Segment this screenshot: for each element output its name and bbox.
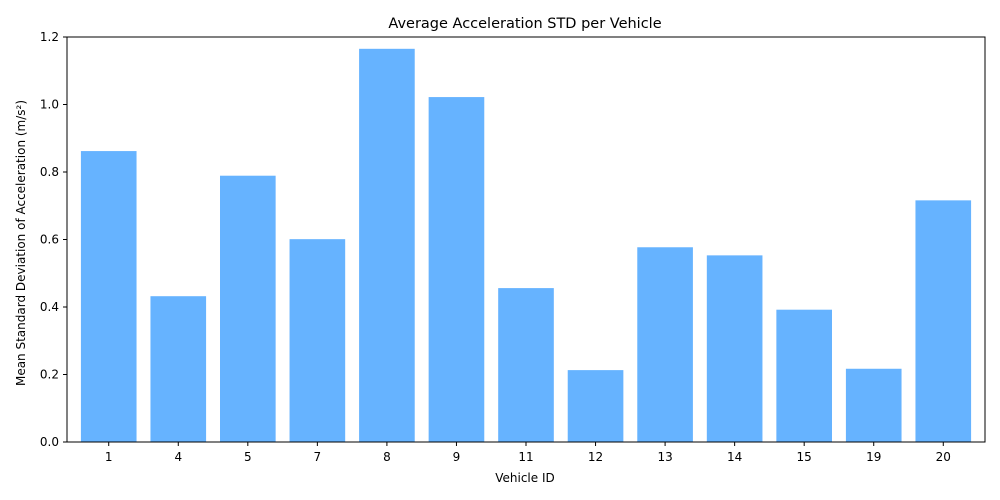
x-tick-label: 12 bbox=[588, 450, 603, 464]
bar-vehicle-5 bbox=[220, 175, 276, 442]
bar-vehicle-12 bbox=[567, 370, 624, 442]
x-tick-label: 8 bbox=[383, 450, 391, 464]
bar-vehicle-14 bbox=[706, 255, 763, 442]
y-tick-label: 0.4 bbox=[40, 300, 59, 314]
y-tick-label: 0.8 bbox=[40, 165, 59, 179]
chart-title: Average Acceleration STD per Vehicle bbox=[388, 16, 661, 32]
bar-vehicle-15 bbox=[776, 309, 832, 442]
x-tick-label: 1 bbox=[105, 450, 113, 464]
bar-vehicle-11 bbox=[498, 288, 554, 442]
bar-vehicle-19 bbox=[845, 368, 902, 442]
x-tick-label: 15 bbox=[797, 450, 812, 464]
y-axis-title: Mean Standard Deviation of Acceleration … bbox=[14, 100, 28, 386]
bars-group bbox=[80, 48, 972, 442]
x-tick-label: 13 bbox=[657, 450, 672, 464]
bar-vehicle-8 bbox=[359, 48, 415, 442]
bar-vehicle-9 bbox=[428, 97, 485, 442]
x-tick-label: 11 bbox=[518, 450, 533, 464]
bar-vehicle-20 bbox=[915, 200, 972, 442]
y-tick-label: 1.0 bbox=[40, 98, 59, 112]
bar-vehicle-7 bbox=[289, 239, 346, 442]
plot-frame bbox=[66, 36, 986, 443]
x-tick-label: 4 bbox=[174, 450, 182, 464]
x-tick-label: 20 bbox=[936, 450, 951, 464]
x-axis-ticks: 1 4 5 7 8 9 11 12 13 14 15 19 20 bbox=[105, 442, 951, 464]
bar-vehicle-1 bbox=[80, 151, 137, 442]
y-tick-label: 0.0 bbox=[40, 435, 59, 449]
bar-vehicle-4 bbox=[150, 296, 207, 442]
x-tick-label: 7 bbox=[314, 450, 322, 464]
bar-vehicle-13 bbox=[637, 247, 693, 442]
x-axis-title: Vehicle ID bbox=[495, 471, 555, 485]
x-tick-label: 19 bbox=[866, 450, 881, 464]
y-axis-ticks: 0.0 0.2 0.4 0.6 0.8 1.0 1.2 bbox=[40, 30, 67, 449]
x-tick-label: 14 bbox=[727, 450, 742, 464]
y-tick-label: 1.2 bbox=[40, 30, 59, 44]
y-tick-label: 0.2 bbox=[40, 368, 59, 382]
x-tick-label: 9 bbox=[453, 450, 461, 464]
x-tick-label: 5 bbox=[244, 450, 252, 464]
y-tick-label: 0.6 bbox=[40, 233, 59, 247]
